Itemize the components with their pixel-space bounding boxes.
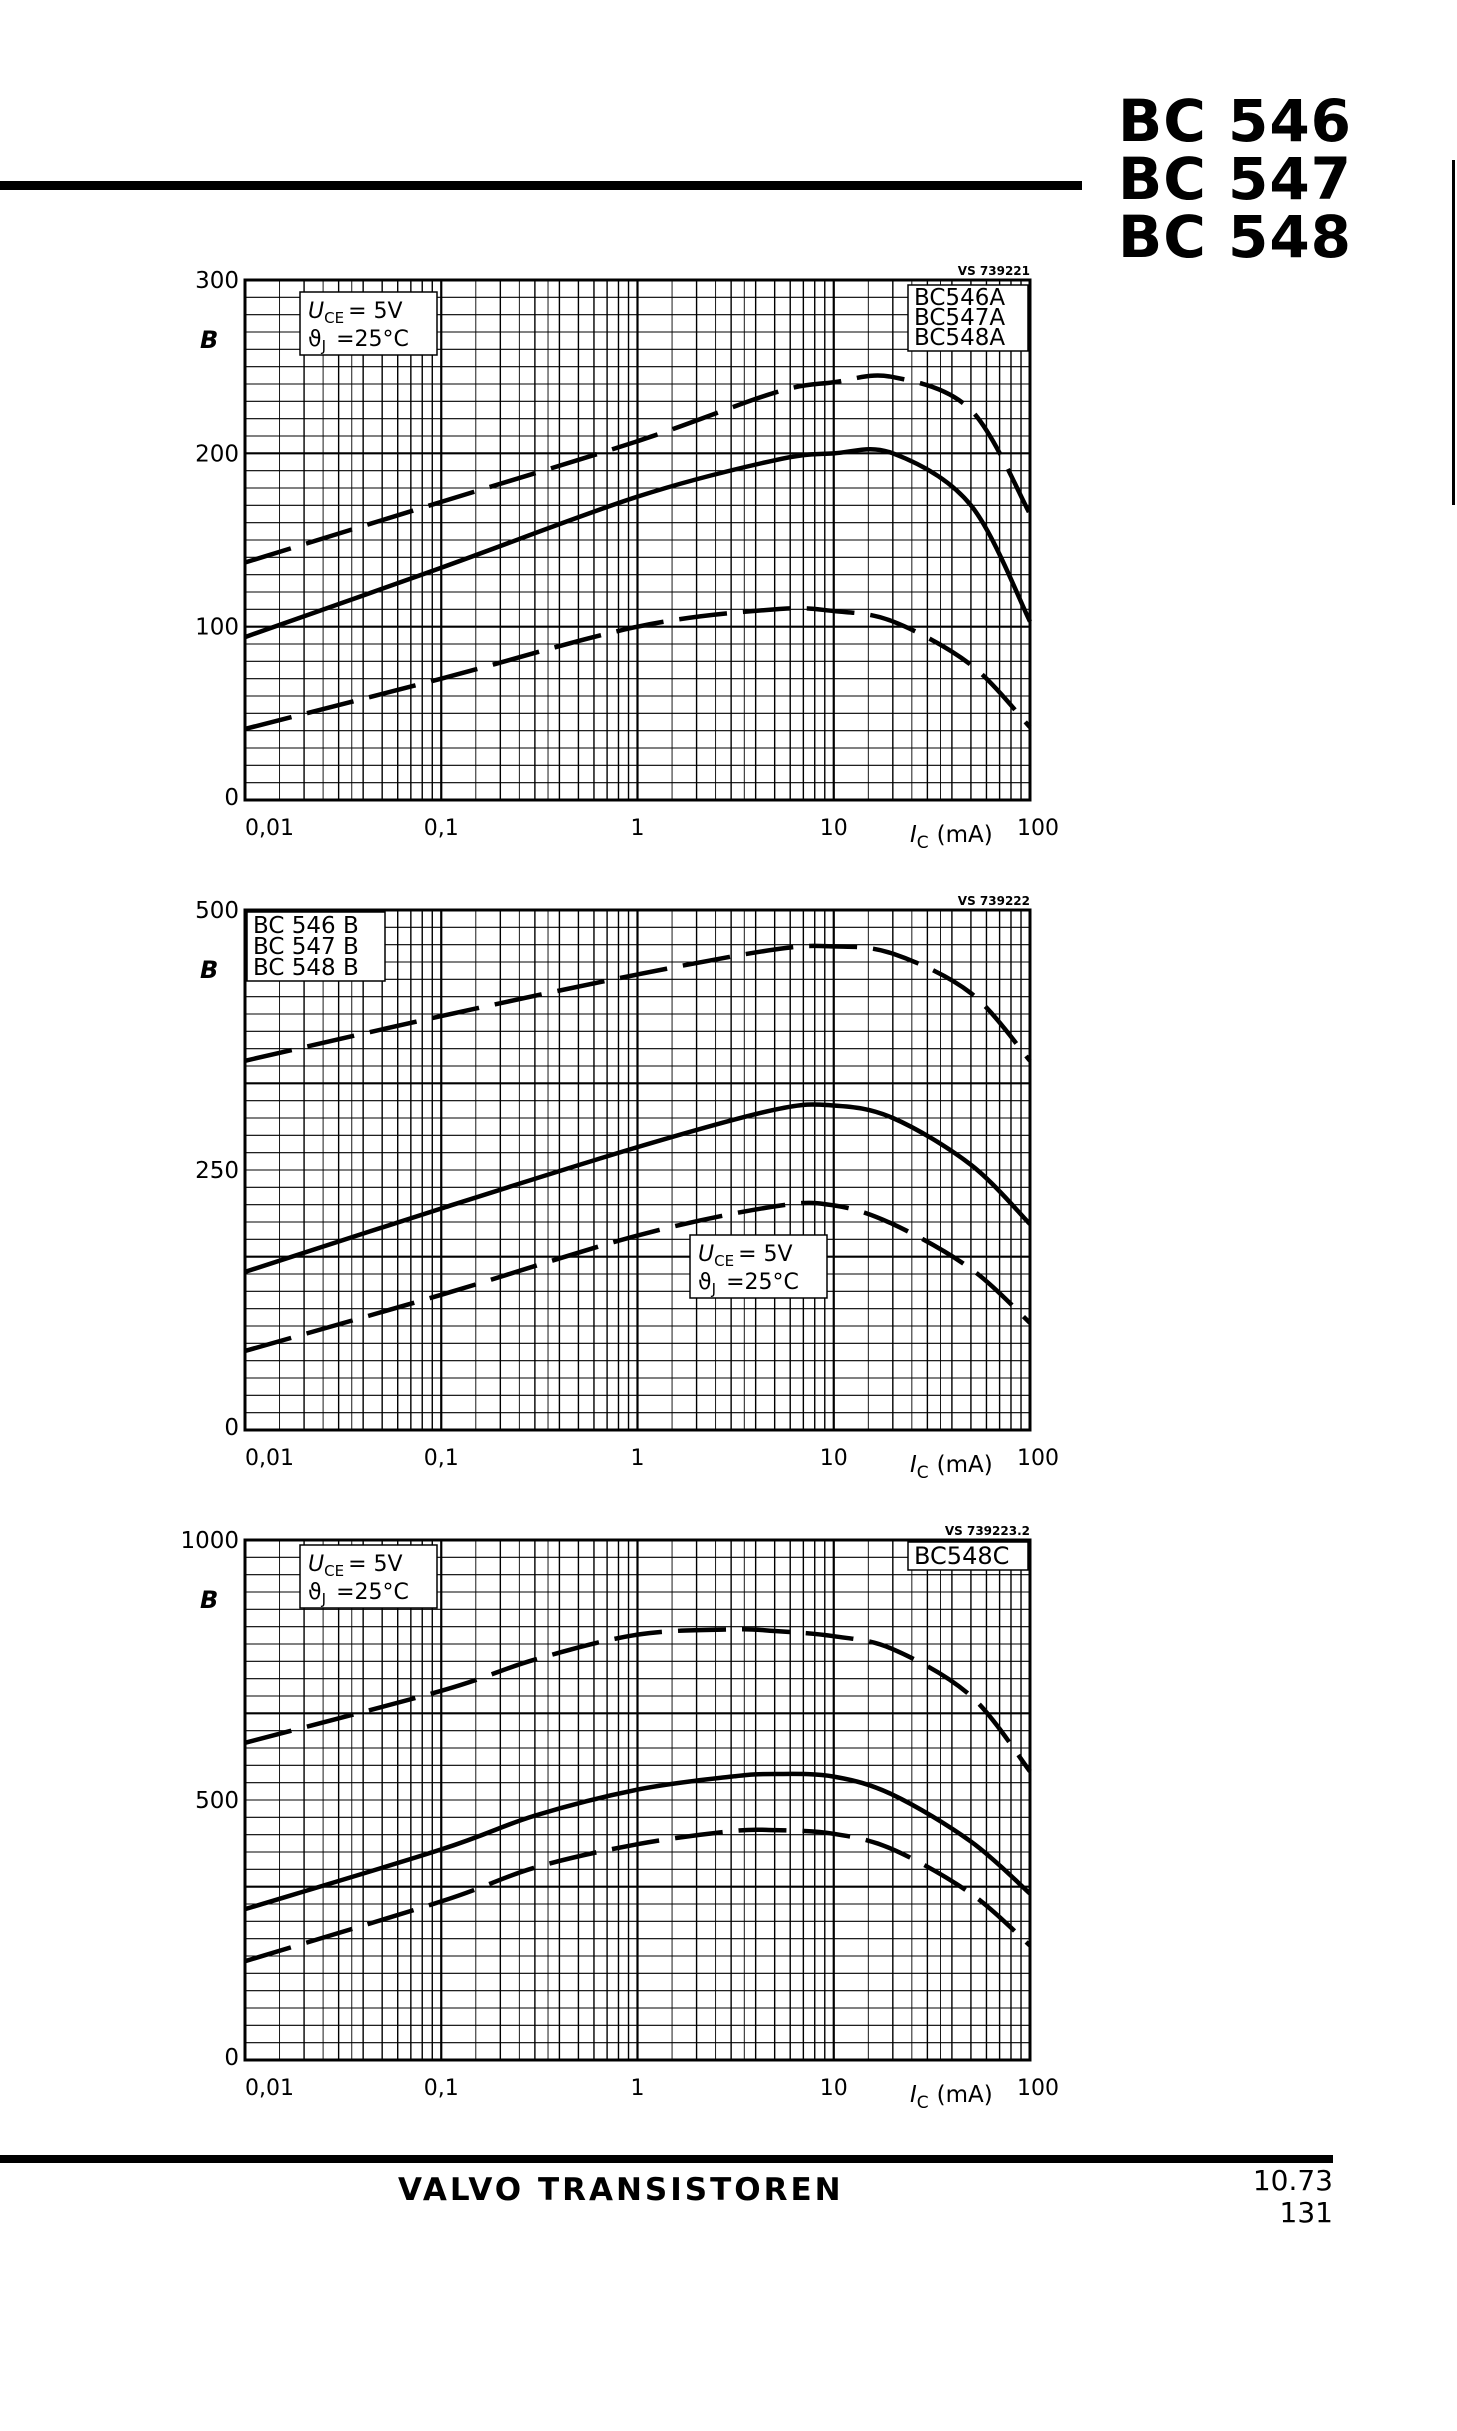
figure-reference-code: VS 739223.2	[945, 1524, 1030, 1538]
x-tick-label: 100	[1017, 2076, 1059, 2101]
legend-entry: BC546A	[914, 285, 1005, 311]
gain-curve-solid-1	[244, 446, 1033, 640]
condition-voltage: UCE = 5V	[308, 1552, 403, 1580]
current-gain-chart-a: 0,01 0,1 1 10 100 0 100 200 300 B IC (mA) VS 739221 B…	[195, 264, 1059, 853]
y-axis-label: B	[200, 956, 218, 984]
condition-voltage: UCE = 5V	[308, 299, 403, 327]
legend-entry: BC 547 B	[253, 934, 359, 960]
footer-rule	[0, 2155, 1333, 2163]
gain-curve-dashed-0	[244, 943, 1032, 1063]
x-tick-label: 0,01	[245, 2076, 294, 2101]
y-tick-label: 250	[195, 1158, 239, 1184]
part-number-title-2: BC 547	[1118, 145, 1353, 213]
figure-reference-code: VS 739221	[958, 264, 1030, 278]
gain-curve-solid-1	[244, 1102, 1032, 1275]
footer-date: 10.73	[1252, 2164, 1333, 2197]
y-tick-label: 300	[195, 268, 239, 294]
x-tick-label: 10	[820, 1446, 848, 1471]
grid	[243, 1538, 1032, 2062]
x-tick-label: 1	[631, 1446, 645, 1471]
legend-entry: BC547A	[914, 305, 1005, 331]
x-tick-label: 0,1	[424, 1446, 459, 1471]
x-tick-label: 1	[631, 2076, 645, 2101]
x-tick-label: 0,1	[424, 816, 459, 841]
y-tick-label: 100	[195, 615, 239, 641]
x-tick-label: 0,01	[245, 816, 294, 841]
page-edge-mark	[1452, 160, 1455, 505]
gain-curve-dashed-2	[244, 1200, 1032, 1354]
gain-curve-solid-1	[244, 1771, 1032, 1912]
gain-curve-dashed-2	[244, 605, 1032, 732]
figure-reference-code: VS 739222	[958, 894, 1030, 908]
grid	[243, 278, 1032, 802]
gain-curve-dashed-2	[244, 1827, 1032, 1964]
y-axis-label: B	[200, 326, 218, 354]
y-tick-label: 0	[224, 2045, 239, 2071]
plot-frame	[243, 278, 1032, 802]
footer-brand: VALVO TRANSISTOREN	[398, 2172, 844, 2208]
legend-entry: BC 546 B	[253, 913, 359, 939]
y-tick-label: 500	[195, 1788, 239, 1814]
condition-voltage: UCE = 5V	[698, 1242, 793, 1270]
gain-curve-dashed-0	[244, 373, 1032, 565]
y-tick-label: 0	[224, 785, 239, 811]
plot-frame	[243, 908, 1032, 1432]
footer-page-number: 131	[1279, 2196, 1333, 2229]
legend: BC548C	[907, 1541, 1029, 1571]
y-tick-label: 200	[195, 441, 239, 467]
x-tick-label: 0,01	[245, 1446, 294, 1471]
x-tick-label: 100	[1017, 816, 1059, 841]
condition-temperature: ϑJ =25°C	[308, 327, 409, 355]
x-axis-label: IC (mA)	[910, 2082, 993, 2113]
y-tick-label: 1000	[180, 1528, 239, 1554]
legend-entry: BC548A	[914, 325, 1005, 351]
legend-entry: BC 548 B	[253, 955, 359, 981]
condition-temperature: ϑJ =25°C	[308, 1580, 409, 1608]
plot-frame	[243, 1538, 1032, 2062]
x-tick-label: 100	[1017, 1446, 1059, 1471]
condition-temperature: ϑJ =25°C	[698, 1270, 799, 1298]
y-tick-label: 0	[224, 1415, 239, 1441]
part-number-title-3: BC 548	[1118, 203, 1353, 271]
x-axis-label: IC (mA)	[910, 1452, 993, 1483]
y-axis-label: B	[200, 1586, 218, 1614]
legend: BC 546 BBC 547 BBC 548 B	[246, 911, 386, 982]
x-tick-label: 1	[631, 816, 645, 841]
x-tick-label: 10	[820, 816, 848, 841]
gain-curve-dashed-0	[244, 1627, 1032, 1773]
x-axis-label: IC (mA)	[910, 822, 993, 853]
grid	[243, 908, 1032, 1432]
part-number-title-1: BC 546	[1118, 87, 1353, 155]
legend-entry: BC548C	[914, 1542, 1009, 1570]
header-rule	[0, 181, 1082, 190]
x-tick-label: 0,1	[424, 2076, 459, 2101]
y-tick-label: 500	[195, 898, 239, 924]
current-gain-chart-b: 0,01 0,1 1 10 100 0 250 500 B IC (mA) VS 739222 BC 5…	[195, 894, 1059, 1483]
x-tick-label: 10	[820, 2076, 848, 2101]
